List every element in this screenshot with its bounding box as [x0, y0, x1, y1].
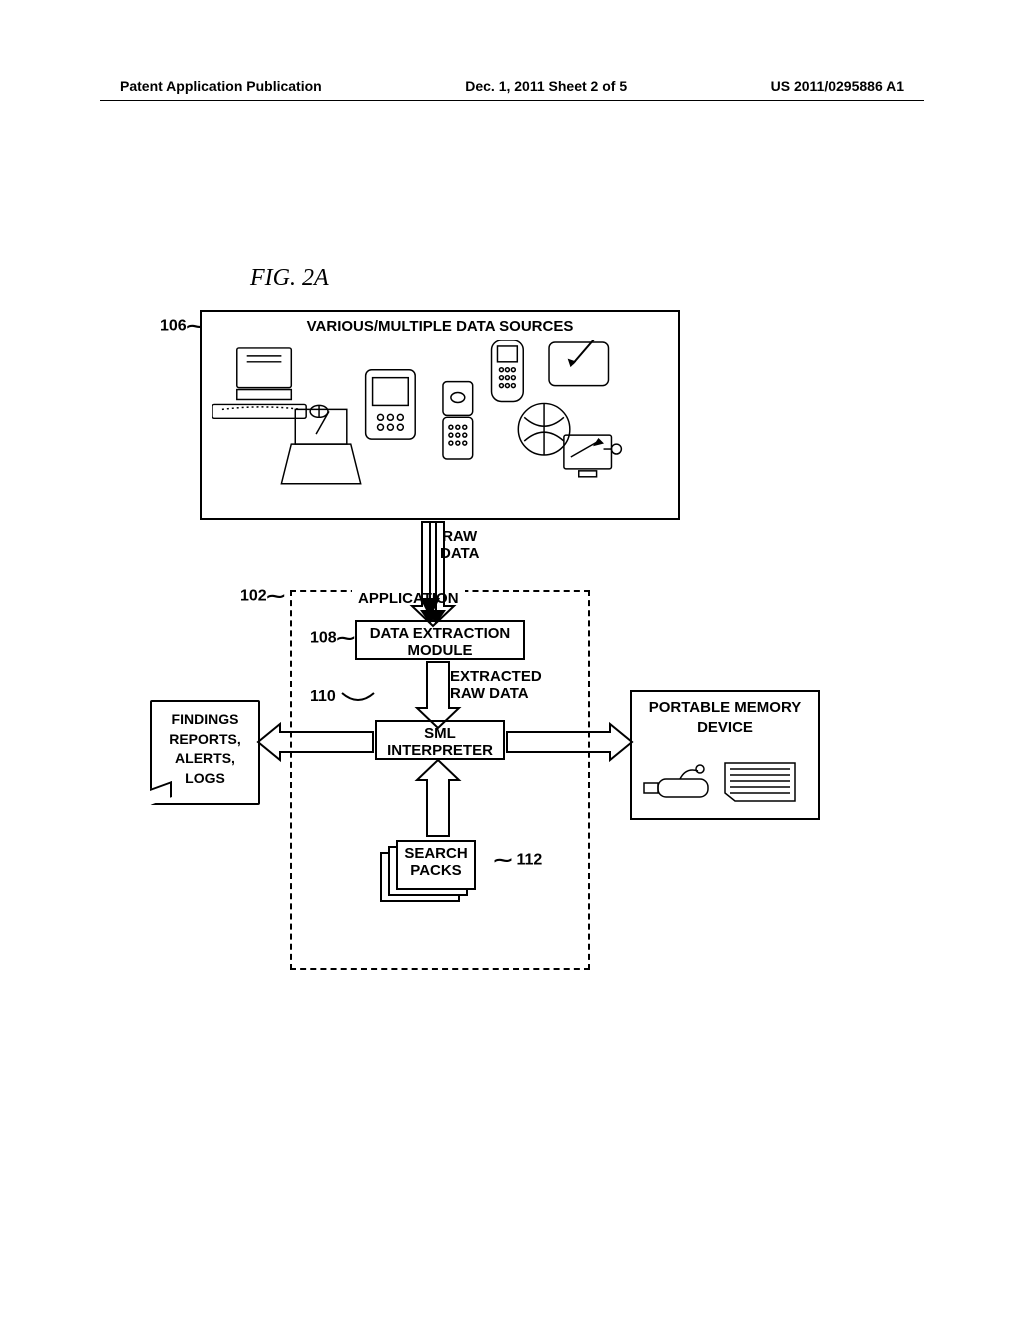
- ref-110: 110: [310, 688, 376, 706]
- pda-icon: [366, 370, 416, 439]
- figure-title: FIG. 2A: [250, 265, 329, 292]
- page-header: Patent Application Publication Dec. 1, 2…: [120, 78, 904, 94]
- header-mid: Dec. 1, 2011 Sheet 2 of 5: [465, 78, 627, 94]
- findings-doc: FINDINGS REPORTS, ALERTS, LOGS: [150, 700, 260, 805]
- header-underline: [100, 100, 924, 101]
- application-title: APPLICATION: [352, 590, 465, 607]
- flip-phone-icon: [443, 382, 473, 459]
- raw-data-label: RAW DATA: [440, 528, 479, 562]
- tablet-icon: [549, 340, 608, 386]
- header-left: Patent Application Publication: [120, 78, 322, 94]
- ref-106: 106⁓: [160, 316, 205, 337]
- device-icons-group: [212, 340, 668, 513]
- diagram-fig-2a: 106⁓ VARIOUS/MULTIPLE DATA SOURCES: [150, 310, 910, 1010]
- globe-monitor-icon: [518, 403, 621, 476]
- desktop-icon: [212, 348, 328, 418]
- portable-memory-device-box: PORTABLE MEMORY DEVICE: [630, 690, 820, 820]
- extracted-raw-data-label: EXTRACTED RAW DATA: [450, 668, 542, 702]
- ref-108: 108⁓: [310, 628, 355, 649]
- laptop-icon: [281, 409, 360, 483]
- data-sources-box: VARIOUS/MULTIPLE DATA SOURCES: [200, 310, 680, 520]
- search-packs-stack: SEARCH PACKS: [380, 840, 480, 900]
- data-extraction-module-box: DATA EXTRACTION MODULE: [355, 620, 525, 660]
- usb-card-icons: [640, 743, 810, 813]
- sml-interpreter-box: SML INTERPRETER: [375, 720, 505, 760]
- data-sources-title: VARIOUS/MULTIPLE DATA SOURCES: [206, 316, 674, 335]
- header-right: US 2011/0295886 A1: [771, 78, 904, 94]
- ref-102: 102 ⁓: [240, 586, 285, 607]
- ref-112: ⁓ 112: [494, 850, 542, 871]
- bar-phone-icon: [492, 340, 524, 401]
